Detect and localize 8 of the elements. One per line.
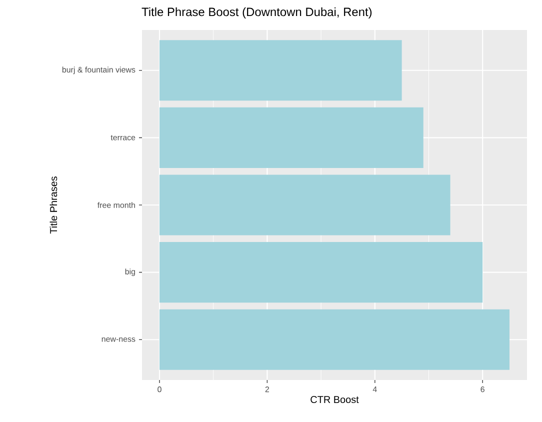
chart-title: Title Phrase Boost (Downtown Dubai, Rent) [142, 7, 372, 18]
bar [160, 107, 424, 168]
bar [160, 40, 402, 101]
bar [160, 309, 510, 370]
bar [160, 174, 450, 236]
bar [160, 242, 483, 303]
y-axis-title: Title Phrases [50, 176, 58, 234]
x-axis-title: CTR Boost [310, 396, 359, 404]
